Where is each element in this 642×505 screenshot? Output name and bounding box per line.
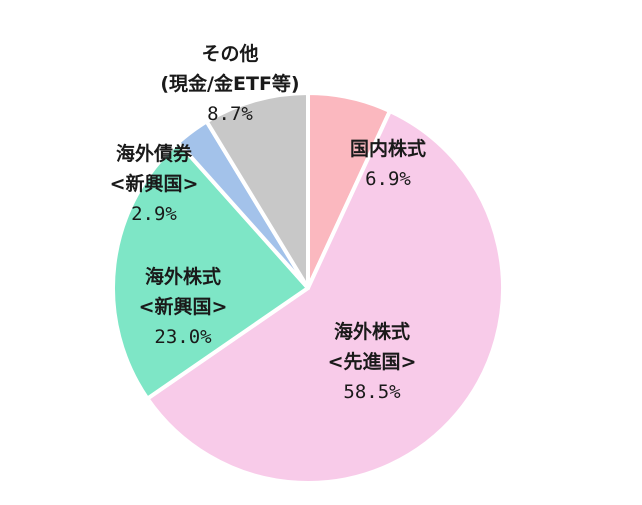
slice-label-foreign-stocks-developed-line-2: <先進国>	[328, 350, 417, 373]
slice-label-foreign-bonds-emerging-line-1: 海外債券	[116, 142, 193, 165]
slice-label-domestic-stocks: 国内株式 6.9%	[350, 137, 426, 190]
pie-labels: 国内株式 6.9% 海外株式 <先進国> 58.5% 海外株式 <新興国> 23.0% 海外債券…	[110, 42, 426, 403]
slice-label-domestic-stocks-line-1: 国内株式	[350, 137, 426, 160]
slice-label-foreign-stocks-developed: 海外株式 <先進国> 58.5%	[328, 320, 417, 403]
slice-label-foreign-bonds-emerging: 海外債券 <新興国> 2.9%	[110, 142, 199, 225]
pie-slices	[111, 91, 505, 485]
slice-value-other: 8.7%	[207, 103, 253, 125]
slice-value-domestic-stocks: 6.9%	[365, 168, 411, 190]
slice-label-foreign-stocks-emerging: 海外株式 <新興国> 23.0%	[139, 265, 228, 348]
slice-label-other-line-1: その他	[201, 42, 258, 65]
slice-value-foreign-bonds-emerging: 2.9%	[131, 203, 177, 225]
slice-value-foreign-stocks-developed: 58.5%	[343, 381, 401, 403]
slice-label-foreign-stocks-developed-line-1: 海外株式	[334, 320, 410, 343]
slice-label-foreign-stocks-emerging-line-1: 海外株式	[145, 265, 221, 288]
slice-label-foreign-stocks-emerging-line-2: <新興国>	[139, 295, 228, 318]
slice-label-other-line-2: (現金/金ETF等)	[160, 72, 299, 95]
pie-slice-foreign-stocks-emerging	[111, 140, 310, 401]
slice-label-other: その他 (現金/金ETF等) 8.7%	[160, 42, 299, 125]
pie-slice-foreign-stocks-developed	[145, 109, 505, 485]
slice-label-foreign-bonds-emerging-line-2: <新興国>	[110, 172, 199, 195]
pie-slice-other	[204, 91, 310, 290]
slice-value-foreign-stocks-emerging: 23.0%	[154, 326, 212, 348]
